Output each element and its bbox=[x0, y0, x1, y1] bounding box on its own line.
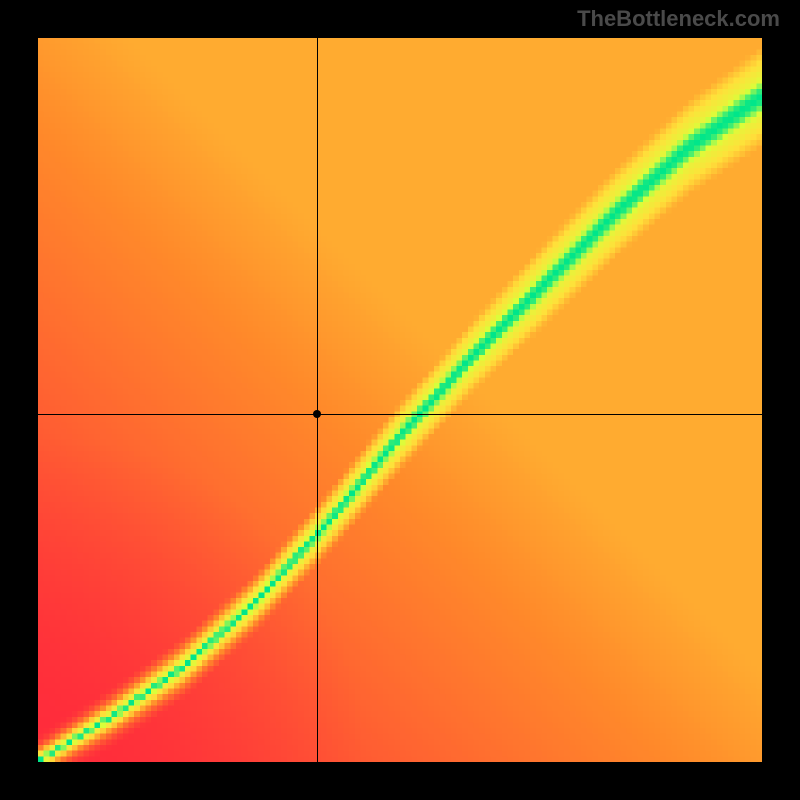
crosshair-marker bbox=[313, 410, 321, 418]
crosshair-vertical bbox=[317, 38, 318, 762]
attribution-text: TheBottleneck.com bbox=[577, 6, 780, 32]
heatmap-plot bbox=[38, 38, 762, 762]
chart-container: TheBottleneck.com bbox=[0, 0, 800, 800]
crosshair-horizontal bbox=[38, 414, 762, 415]
heatmap-canvas bbox=[38, 38, 762, 762]
